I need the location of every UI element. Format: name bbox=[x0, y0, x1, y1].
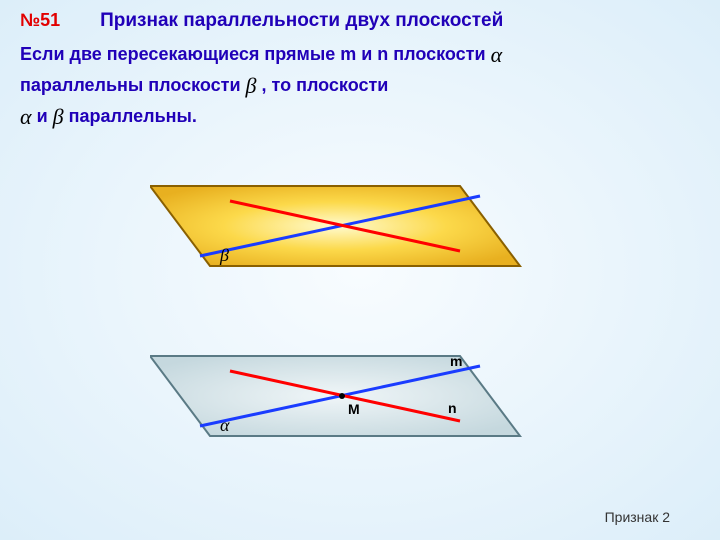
slide-title: Признак параллельности двух плоскостей bbox=[100, 10, 503, 32]
beta-plane: β bbox=[150, 176, 530, 276]
alpha-symbol-2: α bbox=[20, 102, 32, 133]
desc-part5: параллельны. bbox=[64, 106, 197, 126]
slide-number: №51 bbox=[20, 10, 60, 31]
m-label: m bbox=[450, 353, 462, 369]
beta-label: β bbox=[219, 245, 229, 265]
footer-label: Признак 2 bbox=[605, 509, 670, 525]
desc-part1: Если две пересекающиеся прямые m и n пло… bbox=[20, 44, 491, 64]
theorem-text: Если две пересекающиеся прямые m и n пло… bbox=[0, 36, 720, 136]
n-label: n bbox=[448, 400, 457, 416]
point-m-label: M bbox=[348, 401, 360, 417]
diagram-area: β α m n M bbox=[0, 146, 720, 496]
desc-part3: , то плоскости bbox=[257, 75, 389, 95]
desc-part2: параллельны плоскости bbox=[20, 75, 246, 95]
beta-symbol-1: β bbox=[246, 71, 257, 102]
beta-symbol-2: β bbox=[53, 102, 64, 133]
alpha-label: α bbox=[220, 415, 230, 435]
desc-part4: и bbox=[32, 106, 53, 126]
alpha-plane: α m n M bbox=[150, 346, 530, 446]
alpha-symbol-1: α bbox=[491, 40, 503, 71]
